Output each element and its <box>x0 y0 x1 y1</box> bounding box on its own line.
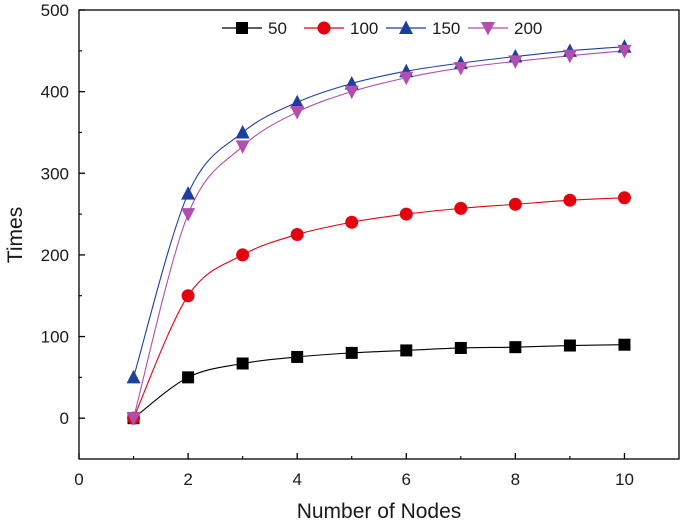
data-point-100 <box>181 289 195 303</box>
data-point-50 <box>509 341 522 354</box>
y-tick-label: 200 <box>41 246 69 265</box>
data-point-200 <box>562 49 577 64</box>
y-tick-label: 500 <box>41 1 69 20</box>
data-point-50 <box>563 339 576 352</box>
x-axis-title: Number of Nodes <box>297 500 462 523</box>
legend: 50 100 150 200 <box>222 19 542 38</box>
y-axis-title: Times <box>4 207 27 263</box>
series-line-100 <box>133 197 625 419</box>
data-point-50 <box>291 350 304 363</box>
data-point-200 <box>235 140 250 154</box>
legend-marker-50 <box>236 22 248 34</box>
x-tick-label: 2 <box>183 470 192 489</box>
y-tick-label: 100 <box>41 328 69 347</box>
legend-marker-150 <box>399 20 413 34</box>
x-tick-label: 6 <box>402 470 411 489</box>
data-point-150 <box>290 94 305 109</box>
series-markers <box>126 39 632 426</box>
data-point-200 <box>126 412 141 426</box>
data-point-150 <box>126 369 141 384</box>
data-point-150 <box>181 186 196 200</box>
legend-label-50: 50 <box>268 19 287 38</box>
x-tick-label: 0 <box>74 470 83 489</box>
legend-label-200: 200 <box>514 19 542 38</box>
data-point-50 <box>454 341 467 354</box>
y-tick-label: 0 <box>60 409 69 428</box>
legend-label-100: 100 <box>350 19 378 38</box>
data-point-200 <box>344 85 359 100</box>
series-line-50 <box>133 344 625 419</box>
legend-label-150: 150 <box>432 19 460 38</box>
data-point-100 <box>399 207 413 221</box>
x-tick-label: 10 <box>615 470 634 489</box>
y-tick-label: 300 <box>41 164 69 183</box>
data-point-50 <box>345 346 358 359</box>
data-point-200 <box>617 44 632 59</box>
data-point-50 <box>400 344 413 357</box>
data-point-200 <box>181 208 196 222</box>
data-point-100 <box>290 228 304 241</box>
data-point-150 <box>235 124 250 139</box>
data-point-100 <box>617 191 631 205</box>
data-point-100 <box>236 248 250 262</box>
plot-area <box>78 9 680 460</box>
data-point-100 <box>508 197 522 211</box>
data-point-200 <box>290 106 305 120</box>
x-tick-label: 4 <box>292 470 301 489</box>
x-tick-label: 8 <box>511 470 520 489</box>
data-point-50 <box>618 338 631 351</box>
data-point-50 <box>236 357 249 370</box>
data-point-100 <box>454 201 468 215</box>
y-tick-label: 400 <box>41 83 69 102</box>
legend-marker-100 <box>317 21 331 35</box>
data-point-200 <box>453 61 468 76</box>
data-point-200 <box>508 55 523 69</box>
data-point-50 <box>182 371 195 384</box>
data-point-100 <box>345 215 359 229</box>
legend-marker-200 <box>481 22 495 36</box>
data-point-200 <box>399 71 414 86</box>
data-point-100 <box>563 193 577 207</box>
